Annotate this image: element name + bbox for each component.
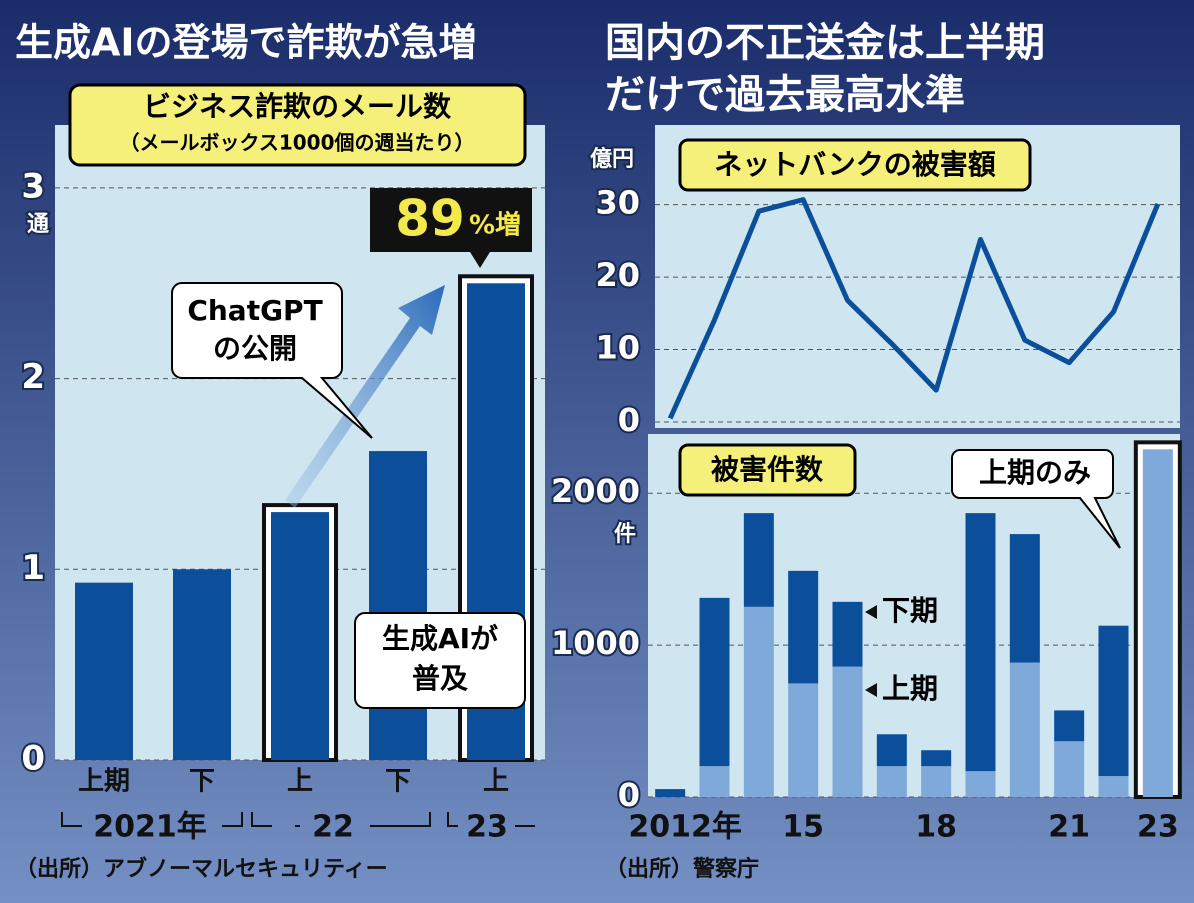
y-tick-label: 0 (618, 776, 640, 814)
y-tick-label: 0 (21, 739, 45, 779)
bar-segment (921, 750, 952, 767)
x-tick-label: 2012年 (628, 810, 742, 845)
x-tick-label: 18 (915, 810, 957, 845)
x-tick-label: 上期 (78, 767, 130, 797)
legend-pointer (865, 605, 877, 619)
y-tick-label: 10 (595, 329, 640, 367)
source: （出所）アブノーマルセキュリティー (15, 856, 388, 882)
y-unit: 億円 (590, 146, 634, 172)
headline: 国内の不正送金は上半期 (605, 20, 1045, 66)
headline: だけで過去最高水準 (605, 72, 965, 118)
annotation: 普及 (412, 662, 468, 695)
annotation: ChatGPT (187, 294, 322, 327)
year-label: 23 (466, 810, 508, 845)
y-tick-label: 1 (21, 548, 45, 588)
year-label: 2021年 (93, 810, 207, 845)
legend-pointer (865, 683, 877, 697)
growth-unit: %増 (469, 211, 521, 241)
line (667, 197, 1161, 420)
annotation: の公開 (213, 332, 297, 365)
x-tick-label: 23 (1137, 810, 1179, 845)
x-tick-label: 上 (287, 767, 313, 797)
bar-segment (965, 771, 996, 797)
y-tick-label: 2000 (551, 472, 640, 510)
bar-segment (699, 766, 730, 797)
bar-segment (1098, 776, 1129, 797)
year-label: 22 (312, 810, 354, 845)
bar-segment (876, 734, 907, 767)
bar-segment (1098, 625, 1129, 777)
y-tick-label: 0 (618, 401, 640, 439)
annotation: 上期のみ (979, 456, 1091, 489)
bar-segment (1009, 662, 1040, 797)
bracket (61, 812, 535, 827)
chart-title: ビジネス詐欺のメール数 (143, 90, 452, 123)
chart-title: 被害件数 (711, 453, 824, 486)
y-unit: 件 (614, 522, 636, 547)
bar-segment (655, 789, 686, 797)
x-tick-label: 15 (782, 810, 824, 845)
bar-segment (743, 513, 774, 607)
bar (369, 451, 427, 760)
bar-segment (1054, 741, 1085, 797)
chart-title: ネットバンクの被害額 (714, 148, 995, 181)
growth-box (370, 188, 532, 252)
x-tick-label: 下 (189, 767, 215, 797)
annotation: 生成AIが (382, 622, 498, 655)
callout (354, 612, 526, 709)
x-tick-label: 上 (483, 767, 509, 797)
bar (173, 569, 231, 760)
source: （出所）警察庁 (605, 856, 759, 882)
bar-segment (743, 606, 774, 797)
bar-segment (876, 766, 907, 797)
title-box (68, 83, 527, 167)
y-tick-label: 30 (595, 184, 640, 222)
bar-segment (832, 666, 863, 797)
bar-segment (1142, 449, 1173, 797)
y-tick-label: 20 (595, 256, 640, 294)
headline: 生成AIの登場で詐欺が急増 (15, 21, 477, 65)
bar-segment (1009, 534, 1040, 663)
pointer (470, 252, 490, 268)
bar (271, 512, 329, 760)
arrow (285, 285, 445, 508)
legend-label: 下期 (882, 594, 938, 627)
growth-value: 89 (395, 190, 465, 248)
y-tick-label: 3 (21, 166, 45, 206)
bar-segment (1054, 710, 1085, 742)
bar-segment (788, 683, 819, 797)
chart-subtitle: （メールボックス1000個の週当たり） (119, 131, 474, 155)
legend-label: 上期 (882, 672, 938, 705)
y-tick-label: 2 (21, 357, 45, 397)
y-unit: 通 (27, 212, 49, 237)
callout (951, 449, 1121, 549)
bar-segment (921, 766, 952, 797)
bar (75, 582, 133, 760)
x-tick-label: 下 (385, 767, 411, 797)
y-tick-label: 1000 (551, 624, 640, 662)
x-tick-label: 21 (1048, 810, 1090, 845)
bar-segment (832, 601, 863, 667)
title-box (678, 443, 857, 497)
title-box (678, 138, 1032, 192)
bar-segment (965, 513, 996, 772)
bar-segment (699, 597, 730, 767)
bar-segment (788, 570, 819, 684)
callout (171, 282, 373, 439)
